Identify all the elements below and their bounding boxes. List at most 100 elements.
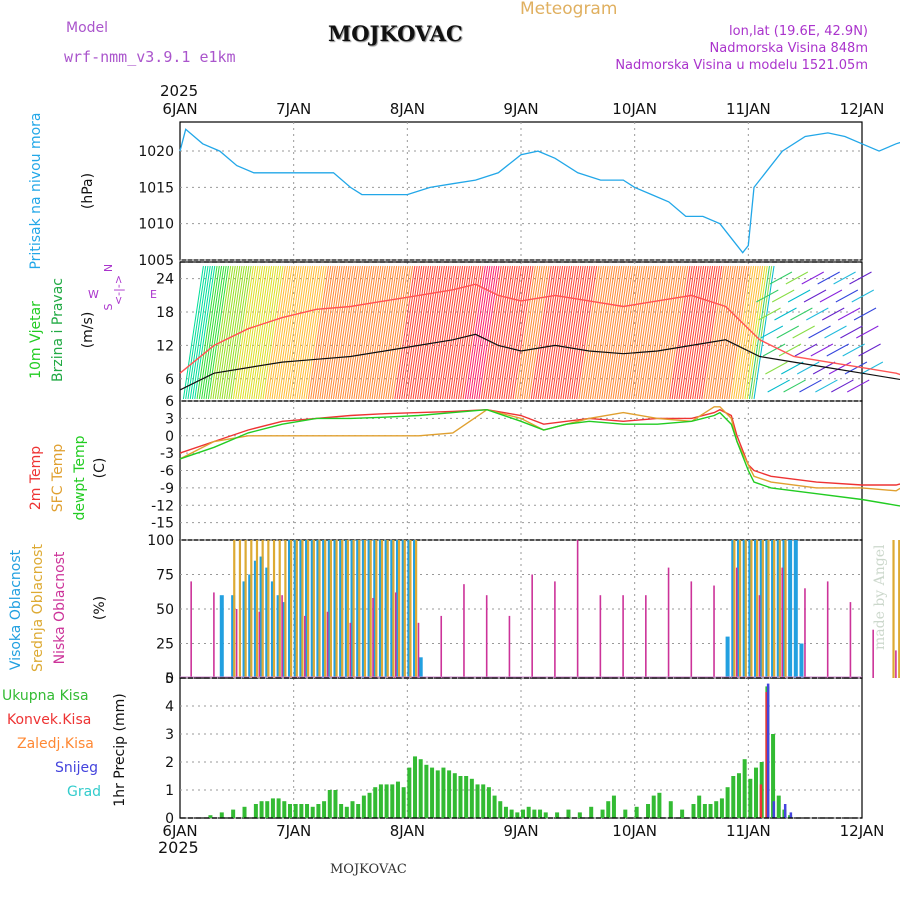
wind-barb-line xyxy=(812,361,836,375)
precip-bar-ukupna-kisa xyxy=(430,767,435,818)
temp-line-3 xyxy=(179,408,900,507)
wind-barb-line xyxy=(296,265,318,400)
wind-barb-line xyxy=(273,265,295,400)
precip-bar-ukupna-kisa xyxy=(305,804,310,818)
wind-barb-line xyxy=(417,265,439,400)
wind-barb-line xyxy=(730,265,752,400)
precip-bar-ukupna-kisa xyxy=(287,804,292,818)
wind-barb-line xyxy=(317,265,339,400)
cloud-bar-2 xyxy=(267,540,270,678)
wind-barb-line xyxy=(414,265,436,400)
wind-barb-line xyxy=(278,265,300,400)
precip-bar-ukupna-kisa xyxy=(424,764,429,818)
wind-barb-line xyxy=(235,265,257,400)
cloud-bar-2 xyxy=(892,540,895,678)
precip-bar-ukupna-kisa xyxy=(600,809,605,818)
wind-barb-line xyxy=(457,265,479,400)
cloud-bar-2 xyxy=(773,540,776,678)
precip-bar-konvek-kisa xyxy=(759,784,763,818)
precip-bar-ukupna-kisa xyxy=(748,778,753,818)
precip-bar-ukupna-kisa xyxy=(566,809,571,818)
wind-barb-line xyxy=(821,307,845,321)
precip-bar-ukupna-kisa xyxy=(418,759,423,818)
wind-barb-line xyxy=(769,271,793,285)
precip-bar-ukupna-kisa xyxy=(543,812,548,818)
wind-barb-line xyxy=(348,265,370,400)
wind-barb-line xyxy=(248,265,270,400)
cloud-bar-2 xyxy=(255,540,259,678)
wind-barb-line xyxy=(421,265,443,400)
wind-barb-line xyxy=(576,265,598,400)
wind-barb-line xyxy=(244,265,266,400)
precip-legend-item: Snijeg xyxy=(55,760,98,776)
wind-barb-line xyxy=(451,265,473,400)
wind-barb-line xyxy=(580,265,602,400)
y-tick-label: -12 xyxy=(151,498,174,514)
wind-barb-line xyxy=(744,265,766,400)
wind-ylabel-1: 10m Vjetar xyxy=(28,301,44,379)
wind-barb-line xyxy=(619,265,641,400)
temp-ylabel-2m: 2m Temp xyxy=(28,446,44,510)
wind-barb-line xyxy=(323,265,345,400)
wind-barb-line xyxy=(792,325,815,339)
wind-barb-line xyxy=(473,265,495,400)
wind-barb-line xyxy=(844,361,868,375)
precip-bar-ukupna-kisa xyxy=(452,773,457,818)
precip-bar-ukupna-kisa xyxy=(435,770,440,818)
wind-barb-line xyxy=(783,379,806,393)
wind-barb-line xyxy=(528,265,550,400)
precip-bar-ukupna-kisa xyxy=(356,804,361,818)
cloud-bar-3 xyxy=(781,567,784,678)
y-tick-label: 4 xyxy=(165,699,174,715)
precip-bar-ukupna-kisa xyxy=(697,795,702,818)
y-tick-label: 2 xyxy=(165,755,174,771)
wind-barb-line xyxy=(207,265,229,400)
precip-bar-snijeg xyxy=(783,804,787,818)
cloud-bar-2 xyxy=(272,540,276,678)
cloud-bar-3 xyxy=(190,581,192,678)
cloud-bar-3 xyxy=(872,629,874,678)
wind-barb-line xyxy=(664,265,686,400)
pressure-line xyxy=(179,128,900,254)
wind-barb-line xyxy=(858,343,881,357)
wind-barb-line xyxy=(371,265,393,400)
wind-barb-line xyxy=(762,343,786,357)
wind-barb-line xyxy=(194,265,216,400)
wind-barb-line xyxy=(705,265,727,400)
x-tick-label-bottom: 8JAN xyxy=(390,822,425,840)
cloud-bar-2 xyxy=(318,540,321,678)
wind-barb-line xyxy=(860,361,884,375)
precip-bar-ukupna-kisa xyxy=(634,806,639,818)
wind-barb-line xyxy=(655,265,677,400)
wind-barb-line xyxy=(462,265,484,400)
cloud-bar-3 xyxy=(826,581,829,678)
wind-barb-line xyxy=(630,265,652,400)
wind-barb-line xyxy=(260,265,282,400)
wind-barb-line xyxy=(332,265,354,400)
wind-barb-line xyxy=(626,265,648,400)
wind-barb-line xyxy=(410,265,432,400)
wind-barb-line xyxy=(564,265,586,400)
wind-barb-line xyxy=(239,265,261,400)
wind-barb-line xyxy=(571,265,593,400)
cloud-bar-3 xyxy=(895,650,897,678)
cloud-bar-2 xyxy=(329,540,332,678)
wind-barb-line xyxy=(521,265,543,400)
wind-barb-line xyxy=(719,265,741,400)
y-tick-label: 75 xyxy=(156,568,174,584)
wind-barb-line xyxy=(714,265,736,400)
cloud-bar-3 xyxy=(463,584,465,678)
cloud-bar-2 xyxy=(403,540,406,678)
wind-barb-line xyxy=(242,265,264,400)
cloud-bar-1 xyxy=(799,643,804,678)
cloud-bar-2 xyxy=(324,540,327,678)
wind-barb-line xyxy=(683,265,705,400)
wind-barb-line xyxy=(555,265,577,400)
wind-barb-line xyxy=(335,265,357,400)
wind-barb-line xyxy=(676,265,698,400)
direction-key-e: E xyxy=(150,288,157,301)
wind-barb-line xyxy=(485,265,507,400)
wind-barb-line xyxy=(673,265,695,400)
cloud-ylabel-low: Niska Oblacnost xyxy=(52,551,68,664)
cloud-bar-3 xyxy=(281,595,283,678)
